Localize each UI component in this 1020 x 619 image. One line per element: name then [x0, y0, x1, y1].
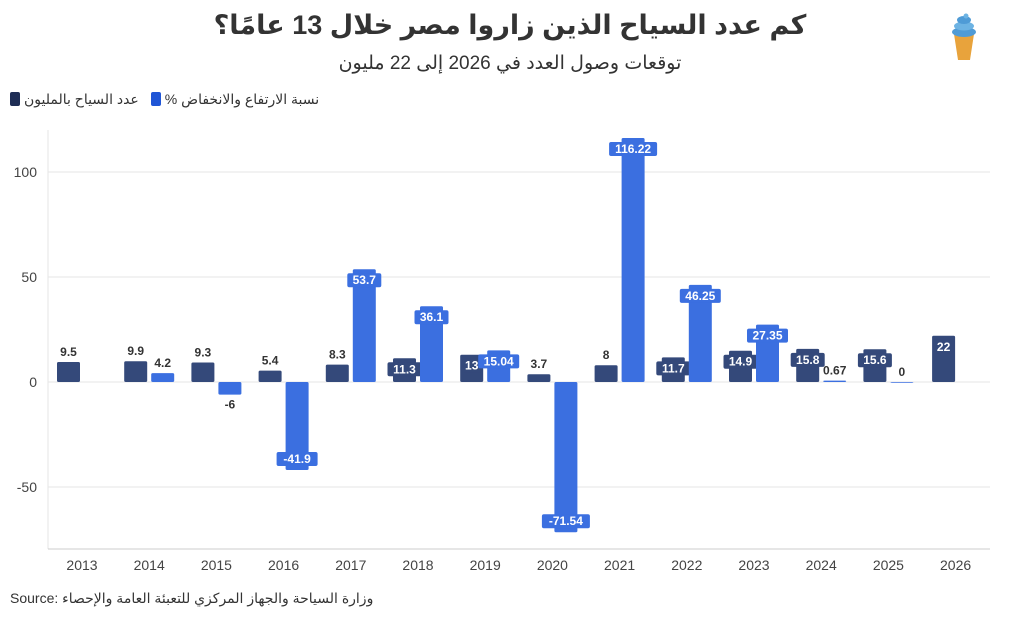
x-tick-label: 2025 — [873, 557, 904, 573]
x-tick-label: 2022 — [671, 557, 702, 573]
change-label-box — [609, 141, 658, 156]
legend-swatch-tourists — [10, 92, 20, 106]
tourists-label-box — [933, 339, 954, 354]
change-label-box — [679, 288, 721, 303]
change-label-box — [276, 451, 318, 466]
change-value-label: 15.04 — [484, 354, 514, 368]
change-value-label: -6 — [225, 398, 236, 412]
tourists-value-label: 3.7 — [531, 357, 548, 371]
tourists-bar — [258, 370, 282, 382]
tourists-value-label: 9.9 — [127, 344, 144, 358]
x-tick-label: 2017 — [335, 557, 366, 573]
legend-label-change: % نسبة الارتفاع والانخفاض — [164, 90, 320, 107]
chart-subtitle: توقعات وصول العدد في 2026 إلى 22 مليون — [338, 53, 682, 74]
change-value-label: 27.35 — [752, 329, 782, 343]
y-tick-label: 50 — [21, 269, 37, 285]
change-value-label: 46.25 — [685, 289, 715, 303]
x-tick-label: 2014 — [134, 557, 165, 573]
tourists-bar — [527, 374, 551, 382]
tourists-label-box — [723, 354, 758, 369]
change-value-label: 36.1 — [420, 310, 444, 324]
x-tick-label: 2015 — [201, 557, 232, 573]
tourists-bar — [594, 365, 618, 382]
x-tick-label: 2018 — [402, 557, 433, 573]
y-tick-label: 0 — [29, 374, 37, 390]
x-tick-label: 2024 — [806, 557, 837, 573]
tourists-label-box — [656, 361, 691, 376]
y-tick-label: -50 — [17, 479, 37, 495]
tourists-value-label: 15.8 — [796, 353, 820, 367]
tourists-value-label: 13 — [465, 359, 479, 373]
x-tick-label: 2023 — [738, 557, 769, 573]
tourists-bar — [325, 364, 349, 382]
x-tick-label: 2016 — [268, 557, 299, 573]
change-bar — [621, 137, 645, 382]
tourists-bar — [57, 362, 80, 382]
y-tick-label: 100 — [14, 164, 38, 180]
x-tick-label: 2020 — [537, 557, 568, 573]
legend-item-change[interactable]: % نسبة الارتفاع والانخفاض — [150, 90, 320, 108]
tourists-value-label: 8.3 — [329, 348, 346, 362]
tourists-value-label: 11.3 — [393, 362, 416, 376]
tourists-value-label: 9.5 — [60, 345, 77, 359]
change-value-label: 116.22 — [615, 142, 651, 156]
change-label-box — [478, 354, 520, 369]
tourists-value-label: 22 — [937, 340, 951, 354]
change-bar — [823, 380, 847, 382]
tourists-value-label: 9.3 — [195, 345, 212, 359]
change-label-box — [347, 273, 382, 288]
tourists-value-label: 5.4 — [262, 354, 279, 368]
change-value-label: 4.2 — [154, 356, 171, 370]
legend-swatch-change — [150, 92, 161, 106]
tourists-label-box — [461, 358, 482, 373]
change-value-label: -41.9 — [283, 452, 311, 466]
tourists-value-label: 15.6 — [863, 353, 887, 367]
change-bar — [218, 382, 242, 395]
change-bar — [151, 373, 175, 382]
ice-cream-logo-icon — [952, 13, 976, 60]
change-label-box — [541, 514, 590, 529]
tourists-label-box — [857, 353, 892, 368]
tourists-bar — [124, 361, 148, 382]
chart-legend: عدد السياح بالمليون % نسبة الارتفاع والا… — [10, 88, 331, 110]
x-tick-label: 2021 — [604, 557, 635, 573]
change-bar — [352, 269, 376, 382]
change-value-label: 0 — [899, 365, 906, 379]
change-bar — [420, 306, 443, 382]
change-label-box — [747, 328, 788, 343]
x-tick-label: 2026 — [940, 557, 971, 573]
legend-item-tourists[interactable]: عدد السياح بالمليون — [10, 91, 139, 108]
change-bar — [688, 284, 712, 382]
tourists-value-label: 14.9 — [729, 355, 753, 369]
source-text: وزارة السياحة والجهاز المركزي للتعبئة ال… — [62, 590, 374, 606]
change-value-label: 0.67 — [823, 364, 847, 378]
change-value-label: 53.7 — [353, 273, 377, 287]
tourists-label-box — [387, 362, 422, 377]
source-label: Source: — [10, 590, 59, 606]
change-value-label: -71.54 — [549, 514, 583, 528]
x-tick-label: 2013 — [66, 557, 97, 573]
tourists-value-label: 11.7 — [662, 361, 685, 375]
tourists-value-label: 8 — [603, 348, 610, 362]
tourists-label-box — [790, 352, 825, 367]
source-note: Source: وزارة السياحة والجهاز المركزي لل… — [10, 590, 373, 607]
change-bar — [554, 382, 578, 533]
change-label-box — [414, 310, 449, 325]
tourists-bar — [191, 362, 215, 382]
legend-label-tourists: عدد السياح بالمليون — [24, 90, 139, 107]
change-bar — [890, 382, 914, 383]
change-bar — [285, 382, 309, 470]
chart-title: كم عدد السياح الذين زاروا مصر خلال 13 عا… — [213, 10, 807, 40]
x-tick-label: 2019 — [470, 557, 501, 573]
